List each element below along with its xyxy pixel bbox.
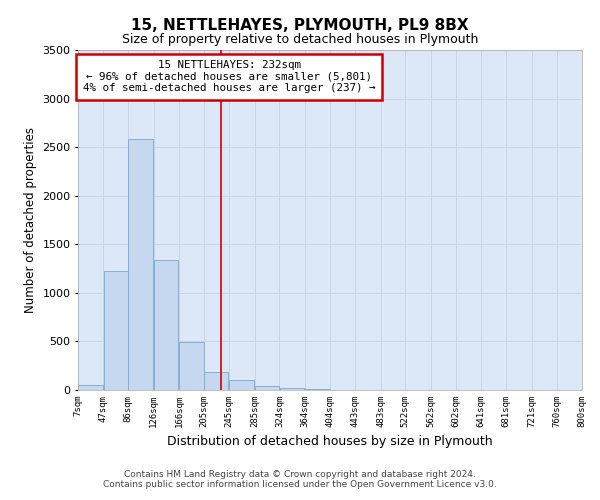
- Bar: [78, 385, 103, 390]
- Bar: [229, 380, 254, 390]
- Bar: [179, 342, 203, 390]
- Bar: [255, 386, 280, 390]
- Bar: [204, 372, 229, 390]
- Text: 15 NETTLEHAYES: 232sqm
← 96% of detached houses are smaller (5,801)
4% of semi-d: 15 NETTLEHAYES: 232sqm ← 96% of detached…: [83, 60, 376, 94]
- Bar: [154, 260, 178, 390]
- X-axis label: Distribution of detached houses by size in Plymouth: Distribution of detached houses by size …: [167, 436, 493, 448]
- Text: 15, NETTLEHAYES, PLYMOUTH, PL9 8BX: 15, NETTLEHAYES, PLYMOUTH, PL9 8BX: [131, 18, 469, 32]
- Bar: [305, 389, 329, 390]
- Bar: [280, 388, 304, 390]
- Bar: [128, 140, 153, 390]
- Bar: [104, 272, 128, 390]
- Text: Size of property relative to detached houses in Plymouth: Size of property relative to detached ho…: [122, 32, 478, 46]
- Y-axis label: Number of detached properties: Number of detached properties: [23, 127, 37, 313]
- Text: Contains HM Land Registry data © Crown copyright and database right 2024.
Contai: Contains HM Land Registry data © Crown c…: [103, 470, 497, 489]
